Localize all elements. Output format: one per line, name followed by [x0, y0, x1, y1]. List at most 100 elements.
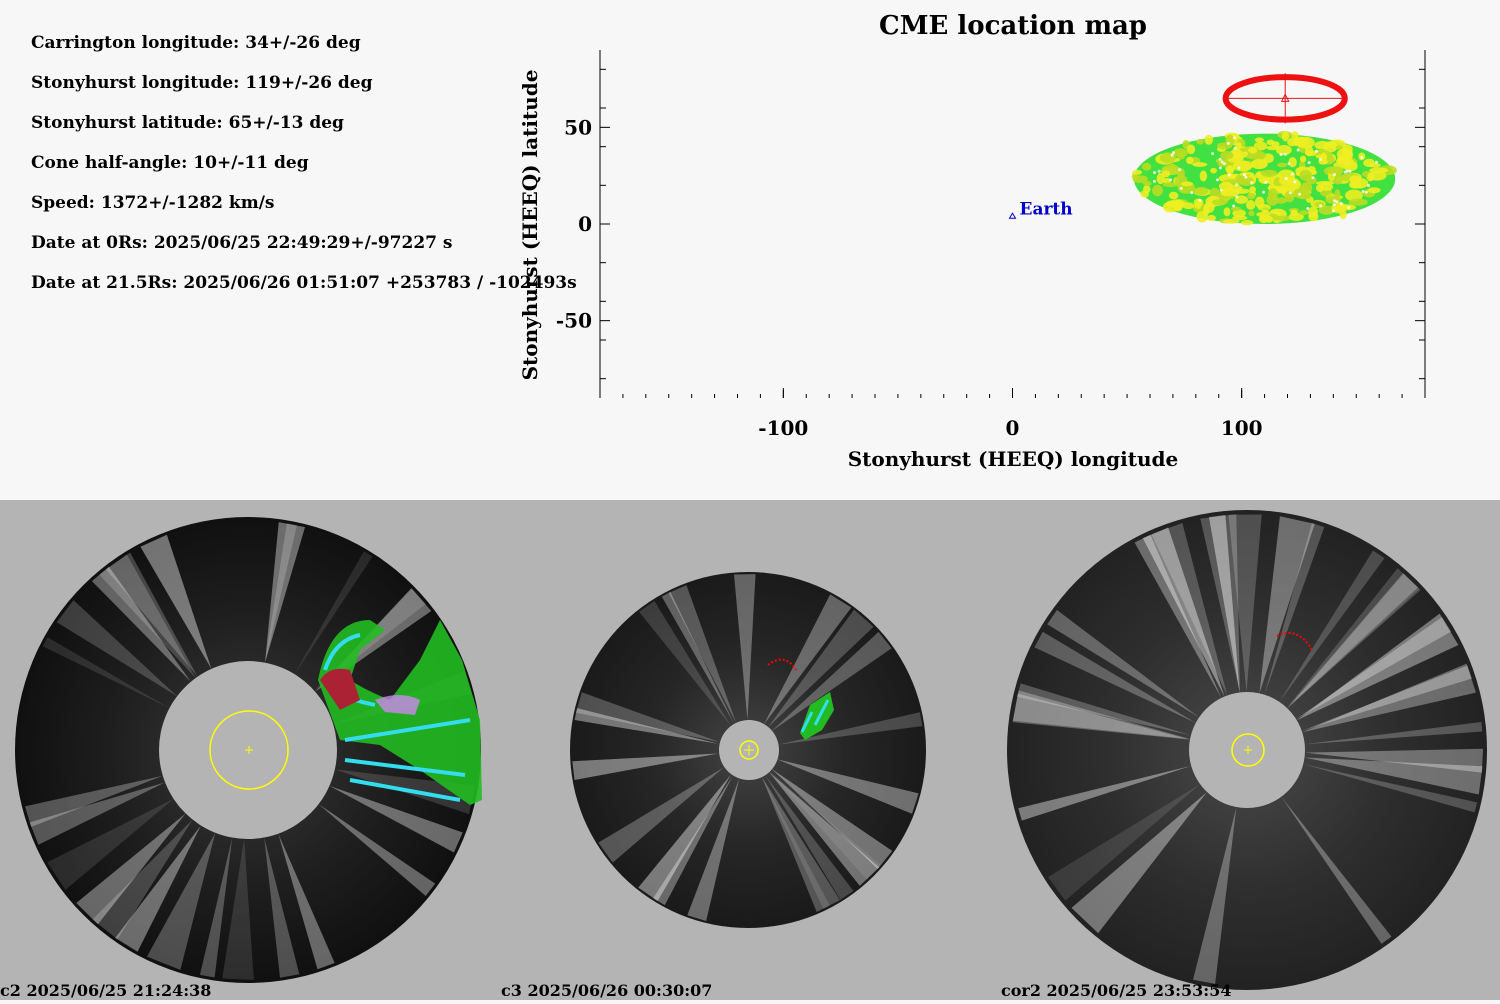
- streamer-ray: [1017, 683, 1191, 736]
- projected-region-speck: [1250, 158, 1268, 170]
- streamer-ray: [761, 776, 840, 913]
- streamer-ray: [92, 819, 193, 940]
- streamer-ray: [91, 566, 191, 682]
- streamer-ray: [47, 798, 174, 890]
- projected-region-gap: [1157, 169, 1161, 173]
- projected-region-speck: [1207, 214, 1216, 222]
- projected-region-gap: [1235, 183, 1239, 187]
- projected-region-speck: [1225, 134, 1235, 147]
- cor2-image: [1007, 510, 1487, 990]
- projected-region-speck: [1246, 200, 1256, 210]
- streamer-ray: [1303, 764, 1478, 813]
- projected-region-speck: [1315, 154, 1328, 159]
- projected-region-speck: [1210, 167, 1217, 174]
- projected-region-speck: [1177, 152, 1186, 160]
- cor2-streamers: [1012, 514, 1483, 984]
- projected-region-speck: [1226, 165, 1234, 176]
- projected-region-gap: [1244, 175, 1248, 179]
- streamer-ray: [1302, 663, 1476, 733]
- streamer-ray: [668, 585, 736, 723]
- streamer-ray: [199, 837, 233, 978]
- projected-region-gap: [1364, 190, 1368, 194]
- streamer-ray: [1071, 792, 1208, 934]
- streamer-ray: [1134, 534, 1222, 699]
- cme-center-marker: [1280, 93, 1290, 102]
- c3-cme-fit-arc: [767, 658, 797, 671]
- projected-region-gap: [1226, 141, 1230, 145]
- projected-region-speck: [1305, 145, 1314, 157]
- projected-region-speck: [1327, 166, 1344, 175]
- projected-region-gap: [1220, 160, 1224, 164]
- projected-region-gap: [1367, 183, 1371, 187]
- projected-region-speck: [1349, 175, 1361, 184]
- projected-region-speck: [1298, 210, 1309, 216]
- projected-region-gap: [1319, 204, 1323, 208]
- projected-region-speck: [1156, 172, 1165, 185]
- projected-region-speck: [1196, 138, 1204, 145]
- streamer-ray: [1264, 523, 1325, 695]
- projected-region-gap: [1233, 146, 1237, 150]
- projected-region-speck: [1132, 169, 1143, 175]
- c2-streamers: [25, 522, 476, 980]
- projected-region-speck: [1244, 151, 1264, 160]
- c3-caption: c3 2025/06/26 00:30:07: [501, 981, 713, 1000]
- streamer-ray: [733, 574, 756, 721]
- streamer-ray: [1304, 748, 1483, 773]
- y-axis-label: Stonyhurst (HEEQ) latitude: [518, 70, 542, 381]
- projected-region-gap: [1219, 188, 1223, 192]
- projected-region-gap: [1283, 152, 1287, 156]
- streamer-ray: [105, 552, 198, 677]
- projected-region-speck: [1345, 189, 1363, 202]
- projected-region-gap: [1315, 149, 1319, 153]
- streamer-ray: [777, 712, 923, 745]
- projected-region-speck: [1240, 220, 1254, 226]
- streamer-ray: [1259, 516, 1315, 694]
- projected-region-speck: [1173, 200, 1183, 212]
- c2-caption: c2 2025/06/25 21:24:38: [0, 981, 212, 1000]
- streamer-ray: [1281, 796, 1392, 944]
- streamer-ray: [99, 554, 196, 679]
- streamer-ray: [1279, 550, 1385, 702]
- streamer-ray: [29, 782, 166, 845]
- projected-region-speck: [1315, 183, 1325, 193]
- projected-region-speck: [1185, 156, 1194, 165]
- projected-region-gap: [1361, 190, 1365, 194]
- stonyhurst-latitude-text: Stonyhurst latitude: 65+/-13 deg: [31, 113, 344, 133]
- projected-region-gap: [1222, 162, 1226, 166]
- projected-region-speck: [1254, 172, 1262, 179]
- projected-region-speck: [1284, 190, 1295, 203]
- projected-region-gap: [1152, 179, 1156, 183]
- projected-region-speck: [1143, 185, 1151, 194]
- projected-region-gap: [1347, 206, 1351, 210]
- streamer-ray: [574, 708, 719, 744]
- streamer-ray: [76, 813, 186, 925]
- coronagraph-panels: c2 2025/06/25 21:24:38 c3 2025/06/26 00:…: [0, 500, 1500, 1000]
- projected-region-speck: [1260, 169, 1278, 177]
- projected-region-speck: [1308, 211, 1319, 222]
- projected-region-gap: [1339, 202, 1343, 206]
- streamer-ray: [1151, 523, 1228, 696]
- sun-limb-icon: [739, 740, 759, 760]
- c2-cme-overlay: [318, 620, 482, 805]
- projected-region-gap: [1198, 198, 1202, 202]
- projected-region-gap: [1250, 181, 1254, 185]
- y-tick-label: 0: [578, 212, 592, 236]
- streamer-ray: [1286, 568, 1421, 708]
- projected-region-gap: [1216, 178, 1220, 182]
- date-at-0rs-text: Date at 0Rs: 2025/06/25 22:49:29+/-97227…: [31, 233, 453, 253]
- projected-region-speck: [1288, 157, 1297, 168]
- streamer-ray: [661, 592, 735, 724]
- projected-region-speck: [1223, 207, 1231, 217]
- projected-region-gap: [1262, 190, 1266, 194]
- projected-region-gap: [1348, 169, 1352, 173]
- streamer-ray: [1193, 807, 1237, 984]
- c3-streamers: [572, 574, 923, 921]
- projected-region-gap: [1153, 171, 1157, 175]
- projected-region-gap: [1311, 176, 1315, 180]
- streamer-ray: [1287, 573, 1419, 709]
- projected-region-speck: [1204, 134, 1214, 145]
- streamer-ray: [761, 776, 830, 910]
- projected-region-gap: [1332, 173, 1336, 177]
- projected-region-speck: [1152, 184, 1163, 197]
- projected-region-speck: [1181, 181, 1193, 187]
